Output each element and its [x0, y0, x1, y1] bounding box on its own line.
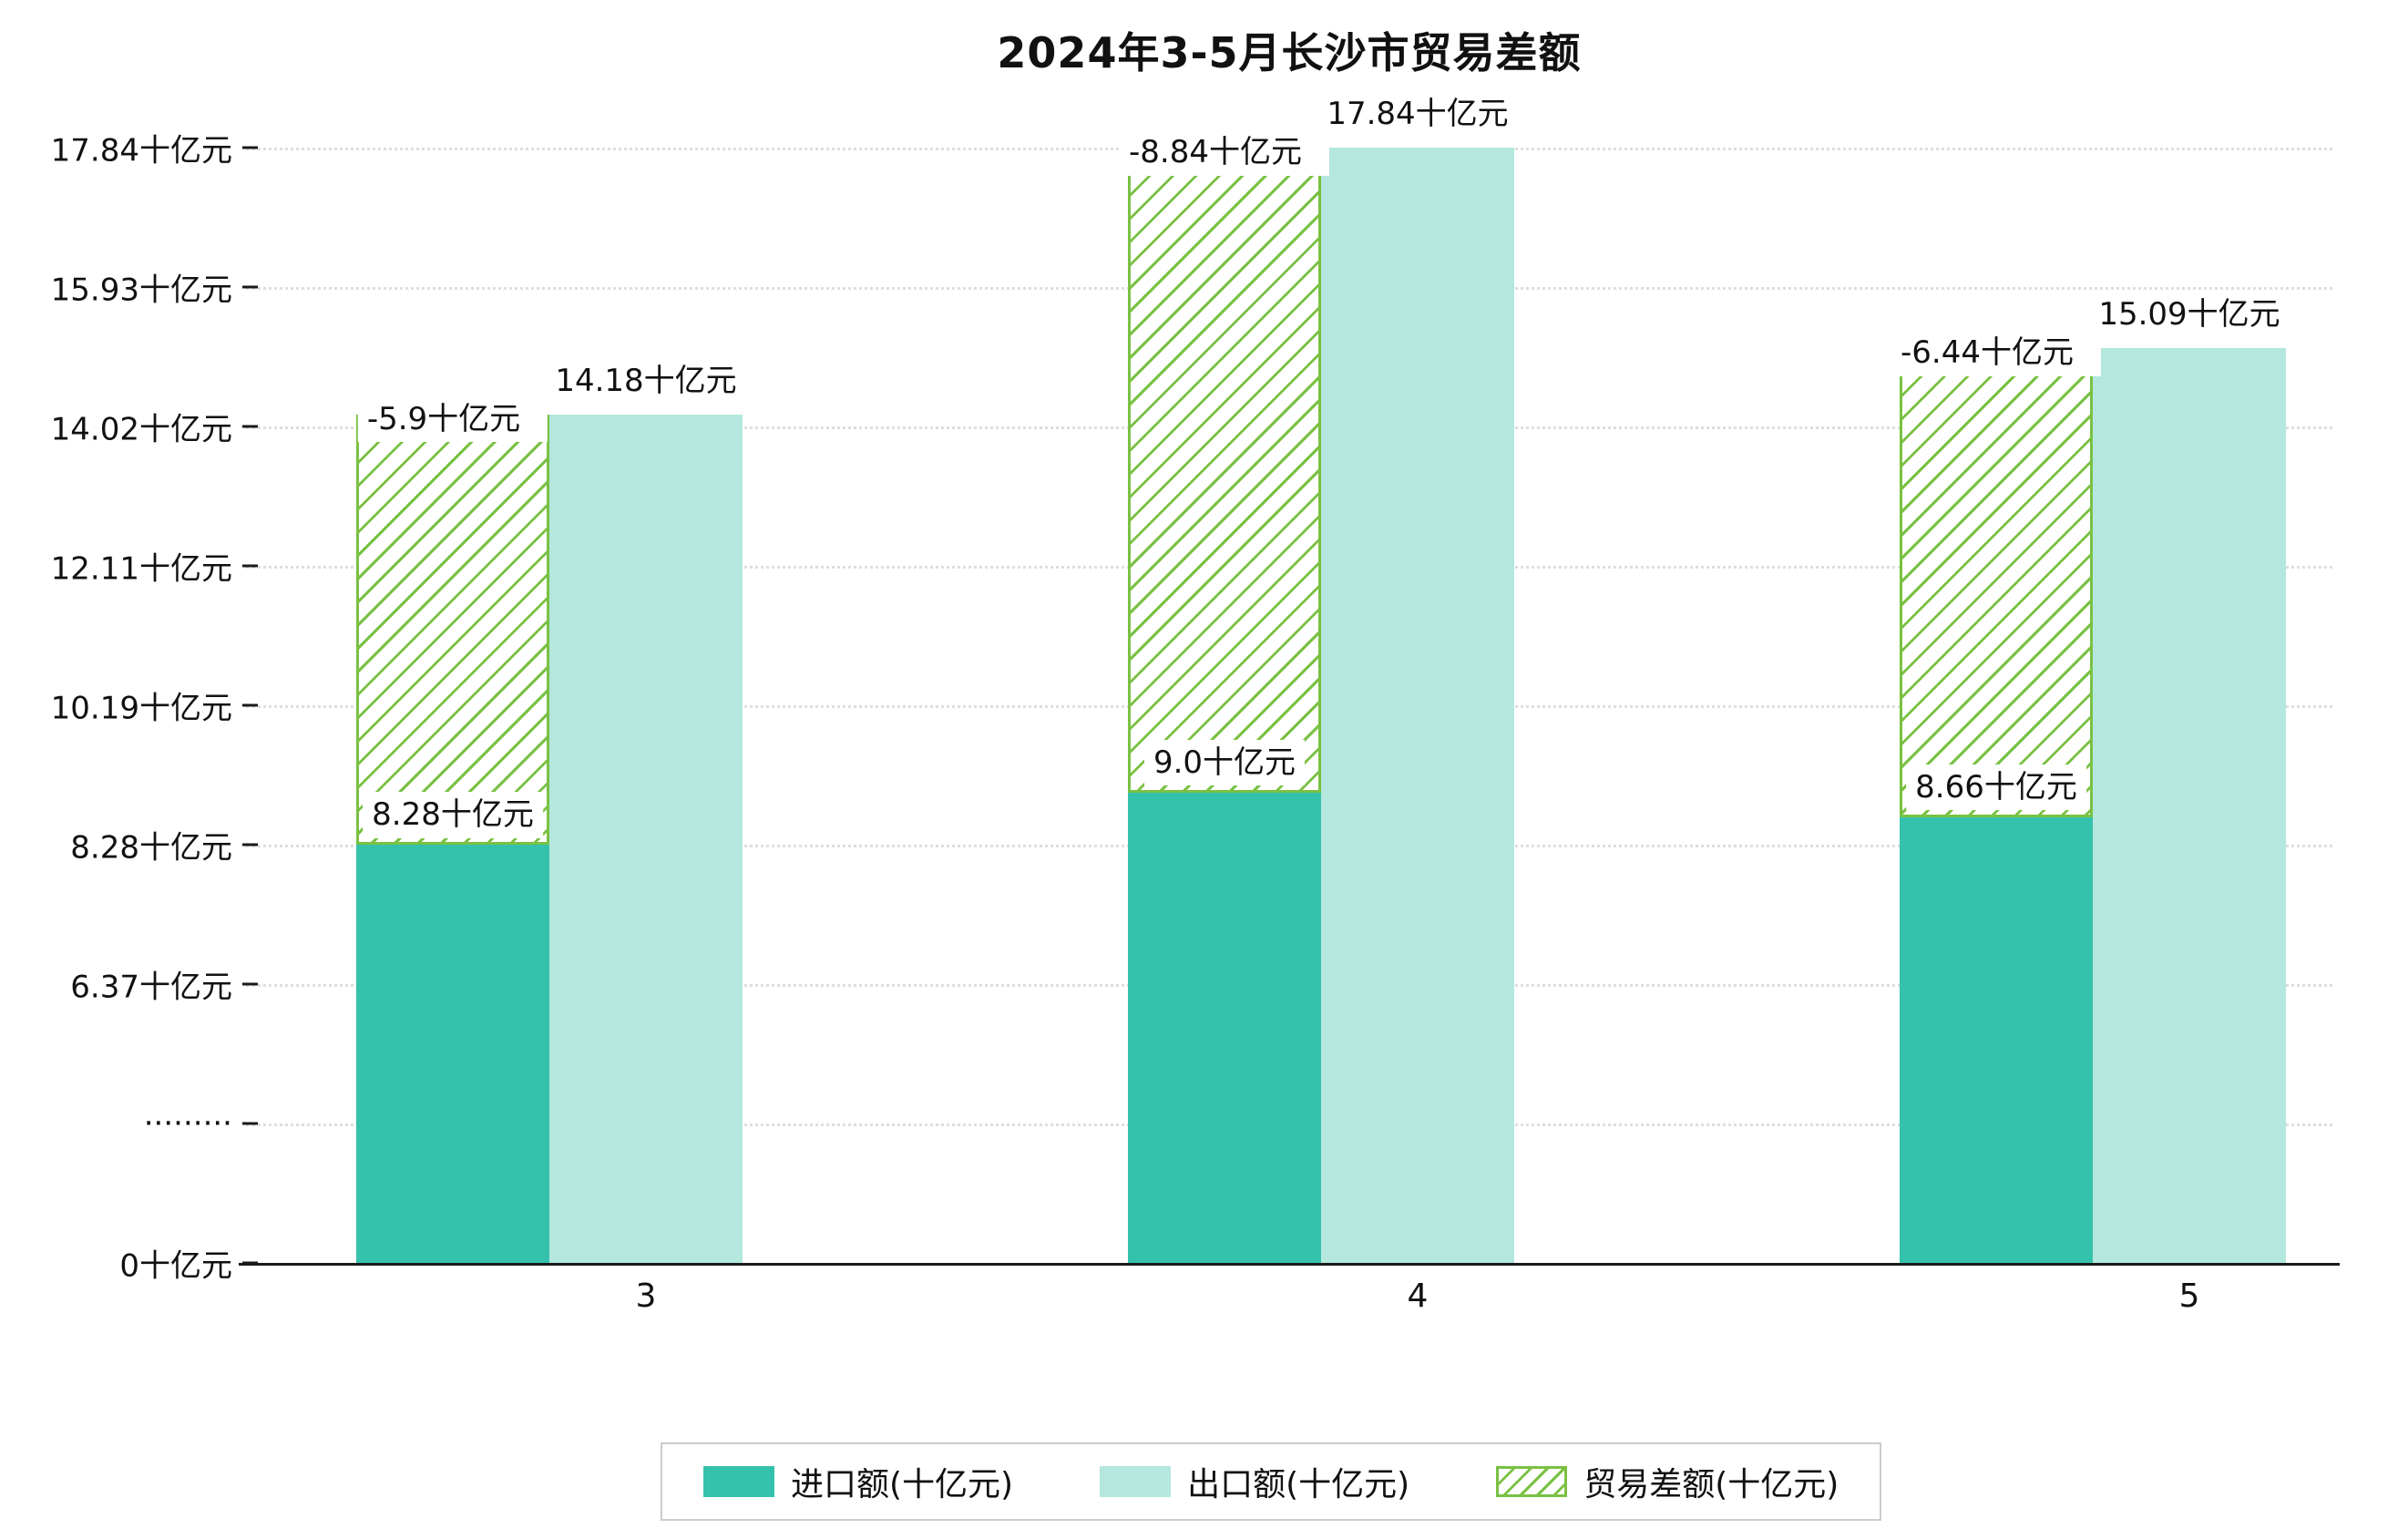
y-axis-tick-label: 14.02十亿元 [50, 411, 232, 448]
chart-title: 2024年3-5月长沙市贸易差额 [997, 28, 1582, 77]
x-axis-tick-label: 4 [1407, 1277, 1429, 1315]
legend-label: 贸易差额(十亿元) [1583, 1466, 1839, 1503]
y-axis-tick-mark [242, 564, 258, 568]
export-bar [549, 414, 743, 1263]
export-value-label: 14.18十亿元 [546, 357, 746, 405]
trade-balance-bar [356, 414, 549, 846]
legend-swatch-export_bar [1100, 1466, 1172, 1497]
trade-balance-bar [1900, 348, 2093, 817]
import-value-label: 8.66十亿元 [1906, 764, 2086, 811]
legend-item-balance: 贸易差额(十亿元) [1496, 1458, 1839, 1505]
y-axis-tick-mark [242, 703, 258, 707]
legend-item-export_bar: 出口额(十亿元) [1100, 1458, 1409, 1505]
import-value-label: 8.28十亿元 [363, 792, 543, 838]
y-axis-tick-label: 0十亿元 [119, 1247, 232, 1285]
x-axis-tick-label: 3 [635, 1277, 657, 1315]
trade-balance-value-label: -6.44十亿元 [1891, 330, 2101, 376]
legend-swatch-import_bar [703, 1466, 774, 1497]
y-axis-tick-mark [242, 425, 258, 428]
y-axis-tick-label: 12.11十亿元 [50, 550, 232, 588]
y-axis-tick-label: 6.37十亿元 [70, 969, 232, 1006]
x-axis-tick-label: 5 [2178, 1277, 2200, 1315]
legend-item-import_bar: 进口额(十亿元) [703, 1458, 1013, 1505]
export-value-label: 15.09十亿元 [2089, 292, 2290, 338]
trade-balance-value-label: -5.9十亿元 [357, 395, 548, 443]
y-axis-tick-label: ········· [143, 1105, 232, 1142]
y-axis-tick-label: 15.93十亿元 [50, 272, 232, 309]
trade-balance-bar [1128, 148, 1321, 793]
y-axis-tick-mark [242, 982, 258, 986]
export-bar [2093, 348, 2286, 1263]
x-axis-line [239, 1263, 2340, 1266]
import-value-label: 9.0十亿元 [1143, 739, 1306, 785]
export-bar [1321, 148, 1514, 1263]
legend-swatch-balance [1496, 1466, 1568, 1497]
y-axis-tick-mark [242, 285, 258, 289]
y-axis-tick-label: 8.28十亿元 [70, 829, 232, 867]
y-axis-tick-label: 10.19十亿元 [50, 690, 232, 727]
import-bar [1900, 816, 2093, 1263]
y-axis-tick-mark [242, 146, 258, 149]
legend: 进口额(十亿元) 出口额(十亿元) 贸易差额(十亿元) [661, 1442, 1882, 1521]
y-axis-tick-mark [242, 1122, 258, 1125]
export-value-label: 17.84十亿元 [1317, 91, 1518, 138]
y-axis-tick-mark [242, 843, 258, 846]
legend-label: 进口额(十亿元) [791, 1466, 1014, 1503]
import-bar [1128, 792, 1321, 1263]
trade-balance-value-label: -8.84十亿元 [1120, 129, 1329, 176]
legend-label: 出口额(十亿元) [1187, 1466, 1410, 1503]
import-bar [356, 845, 549, 1263]
y-axis-tick-label: 17.84十亿元 [50, 132, 232, 169]
